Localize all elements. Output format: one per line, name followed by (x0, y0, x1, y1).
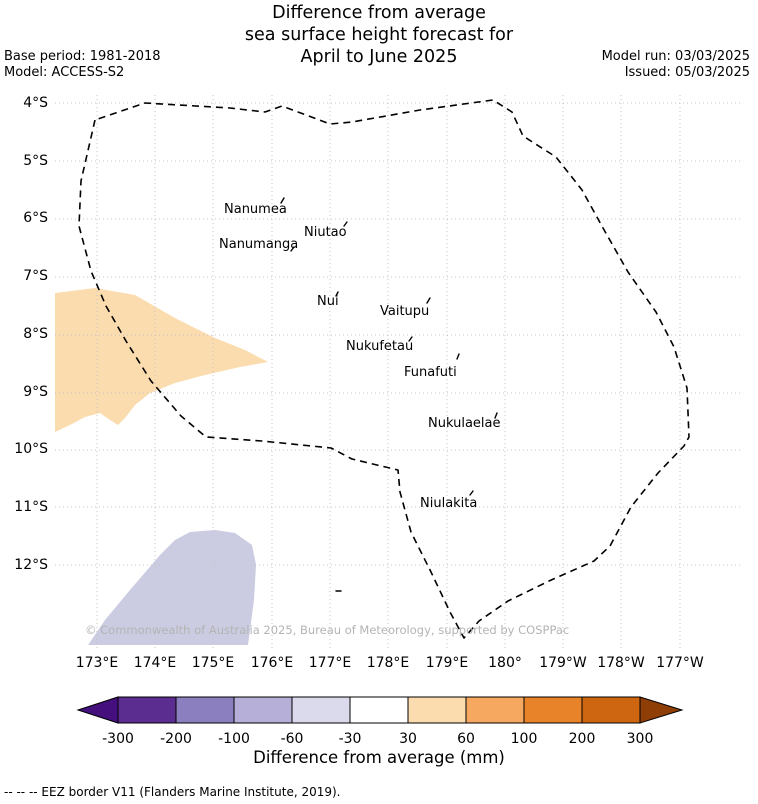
y-axis-tick-label: 11°S (14, 499, 48, 515)
colorbar-tick-label: 60 (457, 731, 475, 747)
colorbar-segment (581, 696, 641, 724)
colorbar-tick-label: -60 (280, 731, 304, 747)
colorbar-tick-label: 300 (626, 731, 654, 747)
y-axis-tick-label: 7°S (23, 268, 48, 284)
model-metadata-right: Model run: 03/03/2025 Issued: 05/03/2025 (602, 49, 750, 81)
negative-anomaly-region (88, 530, 256, 645)
y-axis-tick-label: 5°S (23, 153, 48, 169)
island-label-nukufetau: Nukufetau (346, 339, 414, 354)
map-plot: Nanumea Niutao Nanumanga Nui Vaitupu Nuk… (55, 95, 740, 650)
positive-anomaly-region (55, 288, 268, 432)
x-axis-tick-label: 178°E (366, 655, 410, 671)
island-label-niutao: Niutao (304, 225, 347, 240)
island-label-funafuti: Funafuti (404, 365, 457, 380)
colorbar-segment (465, 696, 525, 724)
page-title: Difference from average sea surface heig… (0, 2, 758, 68)
colorbar-segment (233, 696, 293, 724)
eez-footnote: -- -- -- EEZ border V11 (Flanders Marine… (4, 785, 341, 799)
title-line-2: sea surface height forecast for (244, 25, 514, 45)
colorbar-left-arrow (76, 696, 119, 724)
graticule-gridlines (55, 95, 740, 650)
y-axis-tick-label: 9°S (23, 384, 48, 400)
colorbar-tick-label: -100 (218, 731, 250, 747)
colorbar-segment (117, 696, 177, 724)
y-axis-tick-label: 8°S (23, 326, 48, 342)
x-axis-tick-label: 175°E (191, 655, 235, 671)
x-axis-tick-label: 180° (488, 655, 522, 671)
colorbar-segment (175, 696, 235, 724)
colorbar-tick-label: -200 (160, 731, 192, 747)
model-label: Model: ACCESS-S2 (4, 65, 125, 80)
x-axis-tick-label: 177°W (656, 655, 704, 671)
colorbar-tick-label: 30 (399, 731, 417, 747)
island-label-nukulaelae: Nukulaelae (428, 416, 501, 431)
model-run-label: Model run: 03/03/2025 (601, 49, 750, 64)
colorbar (76, 696, 684, 724)
colorbar-title: Difference from average (mm) (253, 748, 505, 767)
island-marks (280, 197, 498, 592)
base-period-label: Base period: 1981-2018 (4, 49, 161, 64)
colorbar-right-arrow (639, 696, 684, 724)
y-axis-tick-label: 6°S (23, 210, 48, 226)
title-line-1: Difference from average (272, 3, 486, 23)
island-label-nui: Nui (317, 294, 339, 309)
colorbar-tick-label: -30 (338, 731, 362, 747)
issued-label: Issued: 05/03/2025 (624, 65, 750, 80)
colorbar-segment (291, 696, 351, 724)
colorbar-segment (523, 696, 583, 724)
map-canvas (55, 95, 740, 650)
title-line-3: April to June 2025 (300, 47, 458, 67)
y-axis-tick-label: 10°S (14, 441, 48, 457)
colorbar-tick-label: 100 (510, 731, 538, 747)
island-label-nanumea: Nanumea (224, 202, 287, 217)
x-axis-tick-label: 179°W (539, 655, 587, 671)
colorbar-tick-label: 200 (568, 731, 596, 747)
colorbar-segment (407, 696, 467, 724)
x-axis-tick-label: 178°W (597, 655, 645, 671)
x-axis-tick-label: 179°E (425, 655, 469, 671)
eez-border-path (78, 99, 690, 639)
y-axis-tick-label: 12°S (14, 557, 48, 573)
colorbar-tick-label: -300 (102, 731, 134, 747)
colorbar-segment (349, 696, 409, 724)
island-label-vaitupu: Vaitupu (380, 304, 430, 319)
x-axis-tick-label: 174°E (133, 655, 177, 671)
x-axis-tick-label: 176°E (250, 655, 294, 671)
copyright-note: © Commonwealth of Australia 2025, Bureau… (85, 623, 570, 637)
x-axis-tick-label: 177°E (308, 655, 352, 671)
model-metadata-left: Base period: 1981-2018 Model: ACCESS-S2 (4, 49, 161, 81)
x-axis-tick-label: 173°E (75, 655, 119, 671)
island-label-niulakita: Niulakita (420, 496, 478, 511)
island-label-nanumanga: Nanumanga (219, 237, 299, 252)
y-axis-tick-label: 4°S (23, 95, 48, 111)
